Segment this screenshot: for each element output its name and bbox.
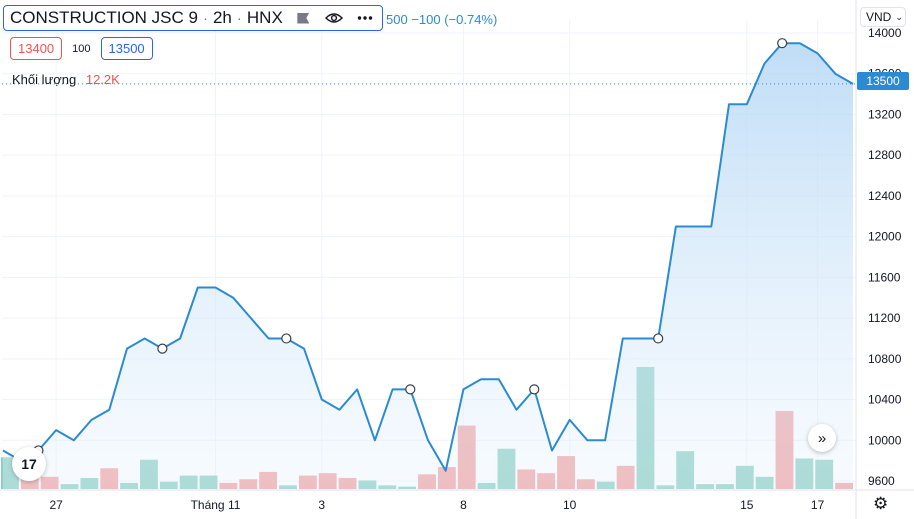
separator: · xyxy=(236,9,242,27)
tradingview-logo[interactable]: 17 xyxy=(12,447,46,481)
spread-value: 100 xyxy=(72,42,91,55)
logo-text: 17 xyxy=(21,456,37,472)
flag-icon[interactable] xyxy=(293,7,314,29)
scroll-to-realtime-button[interactable]: » xyxy=(808,424,836,452)
more-icon[interactable] xyxy=(355,7,376,29)
currency-selector[interactable]: VND ⌄ xyxy=(860,7,906,27)
x-tick-label: 15 xyxy=(740,498,754,512)
separator: · xyxy=(202,9,208,27)
x-axis: 27 Tháng 11 3 8 10 15 17 xyxy=(0,489,914,512)
bid-button[interactable]: 13400 xyxy=(10,37,63,60)
symbol-name: CONSTRUCTION JSC 9 xyxy=(10,8,198,27)
double-chevron-right-icon: » xyxy=(817,429,827,447)
x-tick-label: 3 xyxy=(318,498,325,512)
y-tick-label: 14000 xyxy=(868,26,902,40)
y-axis: 9600 10000 10400 10800 11200 11600 12000 12400 1… xyxy=(855,0,902,519)
y-tick-label: 10000 xyxy=(868,433,902,447)
price-change: 500 −100 (−0.74%) xyxy=(386,12,498,27)
event-marker xyxy=(157,343,168,354)
quote-row: 13400 100 13500 xyxy=(10,37,153,60)
y-tick-label: 10800 xyxy=(868,352,902,366)
last-price-tag: 13500 xyxy=(857,72,909,90)
x-tick-label: 10 xyxy=(563,498,577,512)
volume-legend[interactable]: Khối lượng 12.2K xyxy=(12,72,120,87)
price-line xyxy=(2,42,855,472)
y-tick-label: 12000 xyxy=(868,230,902,244)
ask-button[interactable]: 13500 xyxy=(100,37,153,60)
price-area-fill xyxy=(3,43,853,490)
chevron-down-icon: ⌄ xyxy=(895,11,903,22)
currency-label: VND xyxy=(866,10,892,24)
volume-value: 12.2K xyxy=(85,72,120,87)
event-marker xyxy=(529,384,540,395)
x-tick-label: Tháng 11 xyxy=(191,498,241,512)
gear-icon[interactable]: ⚙ xyxy=(873,494,889,513)
y-tick-label: 11200 xyxy=(868,311,901,325)
exchange-label: HNX xyxy=(246,8,283,27)
symbol-header[interactable]: CONSTRUCTION JSC 9 · 2h · HNX xyxy=(3,5,383,31)
x-tick-label: 8 xyxy=(460,498,467,512)
event-marker xyxy=(777,38,788,49)
x-tick-label: 27 xyxy=(49,498,63,512)
price-line-path xyxy=(2,42,854,472)
y-tick-label: 13200 xyxy=(868,107,902,121)
y-tick-label: 9600 xyxy=(868,474,895,488)
price-area xyxy=(3,43,853,490)
y-tick-label: 12800 xyxy=(868,148,902,162)
y-tick-label: 11600 xyxy=(868,270,901,284)
interval-label[interactable]: 2h xyxy=(212,8,232,27)
y-tick-label: 12400 xyxy=(868,189,902,203)
x-tick-label: 17 xyxy=(811,498,825,512)
event-marker xyxy=(405,384,416,395)
eye-icon[interactable] xyxy=(324,7,345,29)
volume-label: Khối lượng xyxy=(12,72,77,87)
event-marker xyxy=(281,333,292,344)
y-tick-label: 10400 xyxy=(868,393,902,407)
event-marker xyxy=(653,333,664,344)
